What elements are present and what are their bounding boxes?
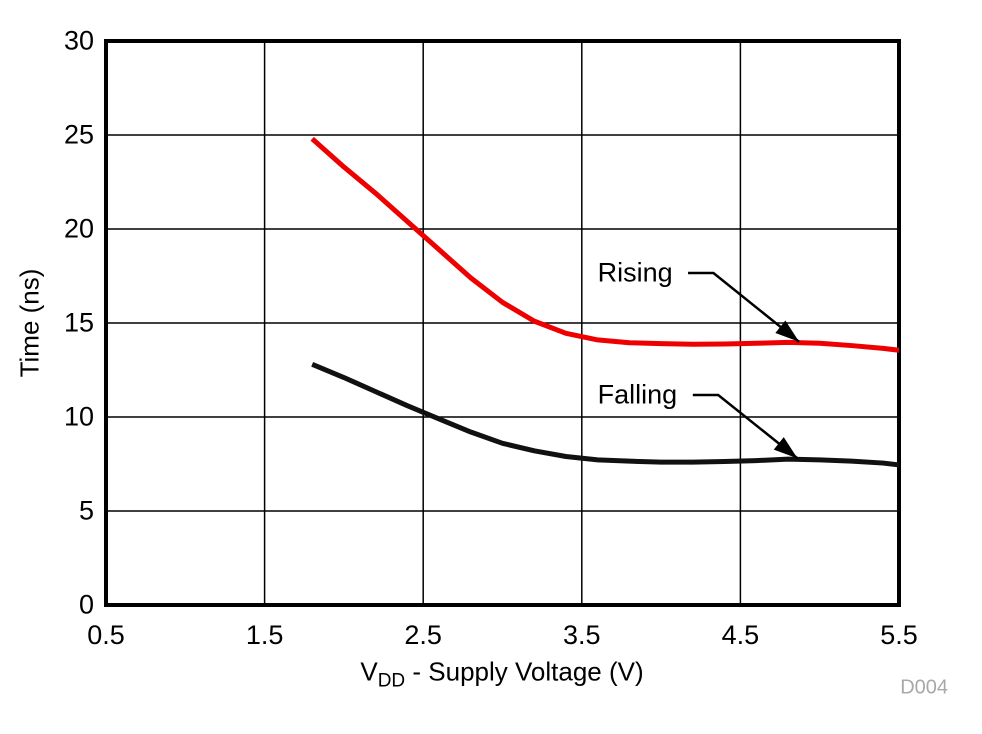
- series-line-rising: [310, 136, 900, 353]
- x-tick-label: 4.5: [721, 620, 760, 650]
- series-line-falling: [311, 362, 900, 468]
- y-tick-label: 5: [78, 495, 94, 526]
- x-axis-title-rest: - Supply Voltage (V): [405, 656, 644, 687]
- x-axis-title-prefix: V: [360, 656, 378, 687]
- y-tick-label: 0: [78, 589, 94, 620]
- annotation-leader-line: [692, 393, 799, 460]
- x-axis-title-subscript: DD: [377, 670, 406, 692]
- y-tick-label: 25: [63, 119, 94, 150]
- annotation-arrowhead: [775, 320, 800, 342]
- y-tick-label: 20: [63, 213, 94, 244]
- y-tick-label: 10: [63, 401, 94, 432]
- annotation-label-rising: Rising: [597, 257, 673, 288]
- x-axis-title: VDD - Supply Voltage (V): [360, 656, 644, 691]
- annotation-label-falling: Falling: [597, 379, 678, 410]
- x-tick-label: 3.5: [563, 620, 601, 650]
- y-tick-label: 30: [63, 25, 94, 56]
- y-tick-label: 15: [63, 307, 94, 338]
- x-tick-label: 1.5: [245, 620, 284, 650]
- x-tick-label: 2.5: [404, 620, 442, 650]
- x-tick-label: 0.5: [87, 620, 125, 650]
- plot-frame: [104, 39, 901, 607]
- plot-id-watermark: D004: [900, 676, 948, 699]
- x-tick-label: 5.5: [880, 620, 918, 650]
- annotation-arrowhead: [773, 437, 798, 459]
- annotation-leader-line: [688, 271, 800, 343]
